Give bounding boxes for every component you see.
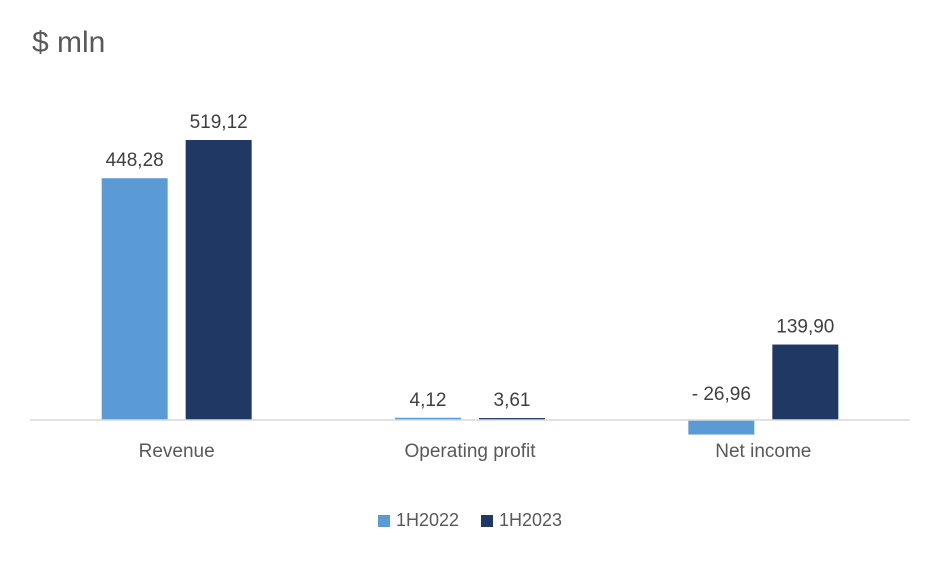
bar-1h2023-net-income — [772, 344, 839, 420]
bar-1h2023-operating-profit — [479, 418, 545, 420]
data-label-1h2023-operating-profit: 3,61 — [494, 390, 531, 411]
data-label-1h2022-net-income: - 26,96 — [692, 384, 751, 405]
data-label-1h2023-net-income: 139,90 — [776, 317, 834, 338]
bar-1h2022-revenue — [101, 178, 168, 420]
x-tick-label-revenue: Revenue — [139, 441, 215, 462]
legend-label-1h2022: 1H2022 — [395, 510, 459, 530]
bar-1h2023-revenue — [185, 140, 252, 420]
legend-label-1h2023: 1H2023 — [499, 510, 563, 530]
legend-swatch-1h2023 — [481, 514, 493, 527]
legend-item-1h2023: 1H2023 — [481, 510, 562, 531]
x-tick-label-operating-profit: Operating profit — [405, 441, 537, 462]
x-tick-label-net-income: Net income — [715, 441, 811, 462]
bar-1h2022-net-income — [688, 420, 755, 435]
data-label-1h2023-revenue: 519,12 — [190, 112, 248, 133]
legend-swatch-1h2022 — [377, 514, 390, 527]
chart-title: $ mln — [32, 26, 106, 59]
legend-item-1h2022: 1H2022 — [377, 510, 459, 531]
bar-1h2022-operating-profit — [395, 417, 461, 420]
legend: 1H2022 1H2023 — [0, 510, 940, 531]
data-label-1h2022-revenue: 448,28 — [106, 150, 164, 171]
data-label-1h2022-operating-profit: 4,12 — [410, 390, 447, 411]
